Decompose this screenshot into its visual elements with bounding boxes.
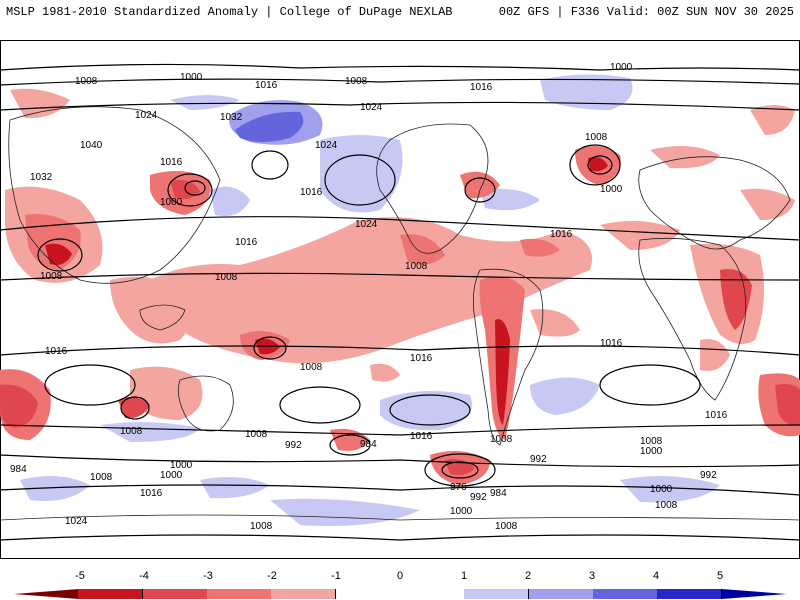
isobar-label: 1008 xyxy=(215,272,238,283)
colorbar-segment xyxy=(464,589,530,599)
colorbar xyxy=(14,589,787,599)
anomaly-legend: -5 -4 -3 -2 -1 0 1 2 3 4 5 xyxy=(0,570,800,600)
isobar-label: 1000 xyxy=(650,484,673,495)
isobar-label: 1016 xyxy=(470,82,493,93)
isobar-label: 1016 xyxy=(140,488,163,499)
isobar-label: 1024 xyxy=(315,140,338,151)
legend-tick-label: 5 xyxy=(716,570,724,582)
isobar-label: 1008 xyxy=(490,434,513,445)
legend-tick-label: -1 xyxy=(331,570,341,582)
isobar-label: 1016 xyxy=(45,346,68,357)
map-panel: 1008 1000 1016 1008 1016 1000 1024 1024 … xyxy=(0,40,800,560)
isobar-label: 1024 xyxy=(360,102,383,113)
isobar-label: 992 xyxy=(700,470,717,481)
isobar-label: 1016 xyxy=(410,431,433,442)
colorbar-segment xyxy=(721,589,787,599)
colorbar-segment xyxy=(271,589,337,599)
isobar-label: 1016 xyxy=(410,353,433,364)
legend-tick-label: 1 xyxy=(460,570,468,582)
colorbar-segment xyxy=(207,589,272,599)
isobar-label: 1008 xyxy=(345,76,368,87)
legend-tick-label: 4 xyxy=(652,570,660,582)
isobar-label: 1000 xyxy=(600,184,623,195)
isobar-label: 1008 xyxy=(655,500,678,511)
isobar-label: 1024 xyxy=(135,110,158,121)
legend-tick-label: 3 xyxy=(588,570,596,582)
legend-tick-label: 0 xyxy=(396,570,404,582)
isobar-label: 1008 xyxy=(405,261,428,272)
isobar-label: 1000 xyxy=(640,446,663,457)
isobars xyxy=(0,63,800,541)
isobar-label: 1008 xyxy=(640,436,663,447)
legend-tick-label: -2 xyxy=(267,570,277,582)
legend-tick-label: 2 xyxy=(524,570,532,582)
isobar-label: 984 xyxy=(10,464,27,475)
isobar-label: 1032 xyxy=(220,112,243,123)
isobar-label: 1008 xyxy=(120,426,143,437)
isobar-label: 1008 xyxy=(585,132,608,143)
isobar-label: 1040 xyxy=(80,140,103,151)
isobar-label: 992 xyxy=(470,492,487,503)
colorbar-segment xyxy=(593,589,658,599)
isobar-labels: 1008 1000 1016 1008 1016 1000 1024 1024 … xyxy=(10,62,728,532)
legend-tick-label: -5 xyxy=(75,570,85,582)
map-canvas: 1008 1000 1016 1008 1016 1000 1024 1024 … xyxy=(0,40,800,559)
isobar-label: 1024 xyxy=(355,219,378,230)
isobar-label: 1008 xyxy=(90,472,113,483)
colorbar-segment xyxy=(528,589,594,599)
colorbar-segment xyxy=(78,589,144,599)
isobar-label: 1016 xyxy=(705,410,728,421)
isobar-label: 992 xyxy=(530,454,547,465)
isobar-label: 1016 xyxy=(600,338,623,349)
isobar-label: 1000 xyxy=(170,460,193,471)
colorbar-segment xyxy=(335,589,401,599)
valid-time: 00Z GFS | F336 Valid: 00Z SUN NOV 30 202… xyxy=(498,5,794,19)
isobar-label: 1024 xyxy=(65,516,88,527)
isobar-label: 984 xyxy=(360,439,377,450)
isobar-label: 1000 xyxy=(450,506,473,517)
legend-tick-label: -4 xyxy=(139,570,149,582)
colorbar-segment xyxy=(400,589,465,599)
anomaly-shading xyxy=(0,74,800,526)
coastlines xyxy=(0,106,800,521)
isobar-label: 984 xyxy=(490,488,507,499)
isobar-label: 1016 xyxy=(160,157,183,168)
isobar-label: 1008 xyxy=(75,76,98,87)
isobar-label: 976 xyxy=(450,482,467,493)
colorbar-segment xyxy=(14,589,79,599)
isobar-label: 1008 xyxy=(495,521,518,532)
isobar-label: 1016 xyxy=(255,80,278,91)
isobar-label: 1008 xyxy=(250,521,273,532)
colorbar-segment xyxy=(657,589,723,599)
isobar-label: 1000 xyxy=(160,470,183,481)
isobar-label: 992 xyxy=(285,440,302,451)
isobar-label: 1016 xyxy=(550,229,573,240)
map-title: MSLP 1981-2010 Standardized Anomaly | Co… xyxy=(6,5,453,19)
isobar-label: 1032 xyxy=(30,172,53,183)
isobar-label: 1008 xyxy=(40,271,63,282)
isobar-label: 1016 xyxy=(235,237,258,248)
isobar-label: 1000 xyxy=(160,197,183,208)
legend-tick-label: -3 xyxy=(203,570,213,582)
colorbar-segment xyxy=(142,589,208,599)
isobar-label: 1000 xyxy=(610,62,633,73)
isobar-label: 1008 xyxy=(245,429,268,440)
isobar-label: 1000 xyxy=(180,72,203,83)
isobar-label: 1008 xyxy=(300,362,323,373)
isobar-label: 1016 xyxy=(300,187,323,198)
